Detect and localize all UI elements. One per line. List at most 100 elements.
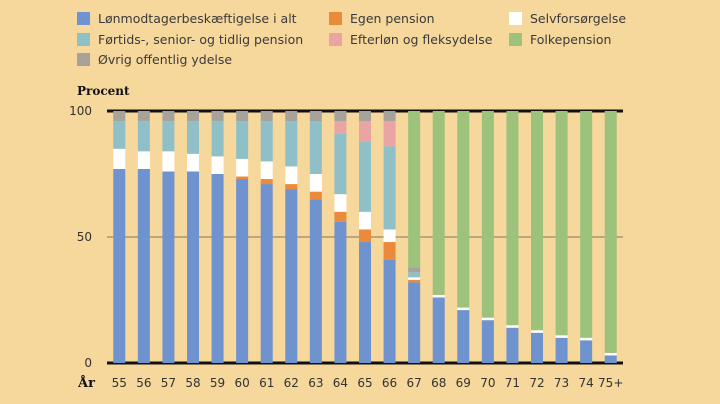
bar-segment: [211, 174, 224, 363]
bar-segment: [285, 189, 298, 363]
legend-swatch: [509, 12, 522, 25]
bar-segment: [309, 174, 322, 192]
bar-segment: [137, 111, 150, 122]
bar-segment: [309, 199, 322, 363]
legend-item-label: Lønmodtagerbeskæftigelse i alt: [98, 11, 297, 26]
x-tick-label: 59: [210, 376, 225, 390]
x-tick-label: 61: [259, 376, 274, 390]
bar-segment: [555, 111, 568, 336]
legend-swatch: [77, 53, 90, 66]
bar-segment: [137, 168, 150, 363]
legend-item-label: Efterløn og fleksydelse: [350, 32, 493, 47]
x-tick-label: 55: [112, 376, 127, 390]
x-tick-label: 62: [284, 376, 299, 390]
bar-segment: [236, 176, 249, 180]
bar-segment: [481, 320, 494, 363]
bar-segment: [555, 335, 568, 338]
bar-segment: [113, 148, 126, 169]
x-tick-label: 75+: [598, 376, 623, 390]
x-tick-label: 66: [382, 376, 397, 390]
y-tick-label: 100: [69, 104, 92, 118]
bar-segment: [359, 229, 371, 243]
legend-swatch: [77, 12, 90, 25]
bar-segment: [531, 332, 543, 363]
bar-segment: [162, 111, 175, 122]
bar-segment: [113, 168, 126, 363]
x-tick-label: 63: [308, 376, 323, 390]
bar-segment: [604, 111, 617, 353]
bar-segment: [137, 151, 150, 169]
legend-item-label: Egen pension: [350, 11, 435, 26]
bar-segment: [285, 111, 298, 122]
bar-segment: [309, 111, 322, 122]
x-tick-label: 58: [185, 376, 200, 390]
bar-segment: [236, 158, 249, 177]
bar-segment: [187, 111, 199, 122]
bar-segment: [236, 121, 249, 159]
bar-segment: [359, 111, 371, 122]
legend-item-label: Folkepension: [530, 32, 611, 47]
bar-segment: [383, 259, 396, 363]
y-tick-labels: 0 50 100: [69, 104, 92, 370]
x-tick-label: 65: [357, 376, 372, 390]
bar-segment: [408, 111, 421, 268]
x-tick-label: 56: [136, 376, 151, 390]
bar-segment: [531, 111, 543, 331]
legend-swatch: [509, 33, 522, 46]
bar-segment: [260, 121, 273, 162]
bar-segment: [334, 194, 347, 212]
bar-segment: [236, 179, 249, 363]
bar-segment: [408, 272, 421, 278]
legend-item-label: Selvforsørgelse: [530, 11, 626, 26]
bar-segment: [580, 337, 593, 341]
bar-segment: [285, 184, 298, 190]
bar-segment: [137, 121, 150, 152]
bar-segment: [334, 111, 347, 122]
bar-segment: [383, 229, 396, 243]
bar-segment: [187, 171, 199, 363]
bar-segment: [481, 317, 494, 321]
bar-segment: [359, 121, 371, 142]
legend-swatch: [329, 33, 342, 46]
x-tick-label: 68: [431, 376, 446, 390]
legend-item-label: Øvrig offentlig ydelse: [98, 52, 232, 67]
x-tick-label: 64: [333, 376, 348, 390]
bar-segment: [457, 310, 470, 363]
x-tick-label: 69: [456, 376, 471, 390]
bar-segment: [383, 111, 396, 122]
bar-segment: [408, 279, 421, 283]
bar-segment: [408, 277, 421, 280]
bar-segment: [383, 121, 396, 147]
x-tick-labels: 55 56 57 58 59 60 61 62 63 64 65 66 67 68 69 70 71 72 73 74…: [112, 376, 624, 390]
bar-segment: [604, 355, 617, 363]
x-tick-label: 73: [554, 376, 569, 390]
y-axis-label: Procent: [77, 84, 130, 98]
bar-segment: [359, 211, 371, 230]
bar-segment: [383, 242, 396, 260]
bar-segment: [285, 166, 298, 185]
bar-segment: [555, 337, 568, 363]
bar-segment: [162, 121, 175, 152]
x-tick-label: 71: [505, 376, 520, 390]
x-tick-label: 60: [235, 376, 250, 390]
bar-segment: [162, 171, 175, 363]
bar-segment: [506, 325, 519, 328]
x-tick-label: 74: [579, 376, 594, 390]
bar-segment: [408, 267, 421, 273]
bar-segment: [309, 191, 322, 200]
bar-segment: [260, 111, 273, 122]
x-tick-label: 70: [480, 376, 495, 390]
bar-segment: [187, 121, 199, 154]
bar-segment: [457, 307, 470, 311]
bar-segment: [359, 242, 371, 363]
bar-segment: [113, 121, 126, 149]
legend: Lønmodtagerbeskæftigelse i alt Førtids-, …: [77, 11, 626, 67]
bar-segment: [187, 153, 199, 172]
y-tick-label: 0: [84, 356, 92, 370]
bar-segment: [113, 111, 126, 122]
bar-segment: [432, 111, 445, 295]
bar-segment: [604, 352, 617, 356]
bar-segment: [162, 151, 175, 172]
bar-segment: [408, 282, 421, 363]
bars: [113, 111, 617, 363]
